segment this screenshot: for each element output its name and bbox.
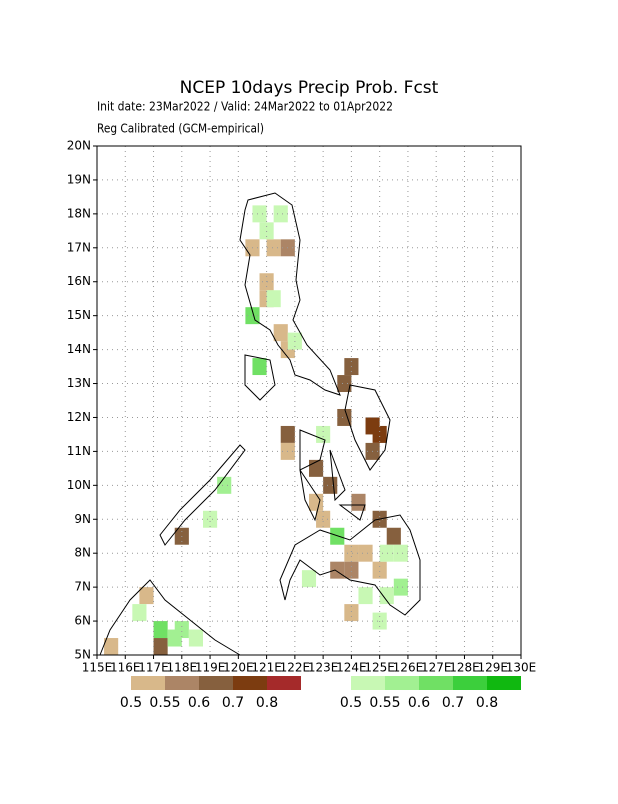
prob-cell: [393, 578, 408, 596]
y-tick-label: 9N: [74, 512, 91, 526]
legend-label: 0.7: [222, 695, 244, 711]
x-tick-label: 123E: [308, 661, 339, 675]
y-tick-label: 13N: [67, 376, 91, 390]
prob-cell: [153, 638, 168, 655]
legend-label: 0.7: [442, 695, 464, 711]
prob-cell: [379, 544, 394, 562]
prob-cell: [330, 561, 345, 579]
prob-cell: [132, 604, 147, 622]
legend-swatch: [165, 676, 199, 690]
prob-cell: [252, 205, 267, 223]
prob-cell: [217, 476, 232, 494]
prob-cell: [337, 408, 352, 426]
x-tick-label: 126E: [393, 661, 424, 675]
prob-cell: [153, 621, 168, 639]
x-tick-label: 115E: [82, 661, 113, 675]
y-tick-label: 5N: [74, 648, 91, 662]
x-tick-label: 119E: [195, 661, 226, 675]
y-tick-label: 11N: [67, 444, 91, 458]
prob-cell: [351, 493, 366, 511]
prob-cell: [358, 587, 373, 605]
prob-cell: [266, 239, 281, 257]
coastlines: [99, 192, 421, 656]
prob-cell: [372, 561, 387, 579]
prob-cell: [344, 561, 359, 579]
prob-cell: [393, 544, 408, 562]
x-tick-label: 124E: [336, 661, 367, 675]
y-tick-label: 17N: [67, 240, 91, 254]
y-tick-label: 16N: [67, 274, 91, 288]
prob-cell: [259, 222, 274, 240]
legend-label: 0.5: [340, 695, 362, 711]
y-tick-label: 19N: [67, 172, 91, 186]
legend-label: 0.55: [149, 695, 180, 711]
x-tick-label: 127E: [421, 661, 452, 675]
prob-cell: [309, 493, 324, 511]
y-tick-label: 6N: [74, 614, 91, 628]
prob-cell: [323, 476, 338, 494]
legend-label: 0.5: [120, 695, 142, 711]
x-tick-label: 118E: [167, 661, 198, 675]
prob-cell: [344, 604, 359, 622]
legend-swatch: [199, 676, 233, 690]
legend-swatch: [419, 676, 453, 690]
title: NCEP 10days Precip Prob. Fcst: [180, 78, 439, 98]
y-tick-label: 10N: [67, 478, 91, 492]
prob-cell: [372, 425, 387, 443]
legend-label: 0.55: [369, 695, 400, 711]
legend-swatch: [267, 676, 301, 690]
prob-cell: [386, 527, 401, 545]
legend-swatch: [351, 676, 385, 690]
prob-cell: [174, 621, 189, 639]
prob-cell: [358, 544, 373, 562]
x-tick-label: 117E: [138, 661, 169, 675]
x-tick-label: 120E: [223, 661, 254, 675]
x-tick-label: 128E: [449, 661, 480, 675]
y-tick-label: 15N: [67, 308, 91, 322]
prob-cell: [266, 290, 281, 308]
x-tick-label: 130E: [506, 661, 537, 675]
x-tick-label: 122E: [280, 661, 311, 675]
prob-cell: [273, 205, 288, 223]
prob-cell: [301, 570, 317, 588]
y-tick-label: 8N: [74, 546, 91, 560]
legend-label: 0.8: [476, 695, 498, 711]
x-tick-label: 116E: [110, 661, 141, 675]
prob-cell: [379, 587, 394, 605]
x-tick-label: 129E: [477, 661, 508, 675]
legend-swatch: [131, 676, 165, 690]
note: Reg Calibrated (GCM-empirical): [97, 122, 264, 136]
legend-swatch: [385, 676, 419, 690]
prob-cell: [316, 510, 331, 528]
y-tick-label: 14N: [67, 342, 91, 356]
legend-label: 0.8: [256, 695, 278, 711]
prob-cell: [188, 629, 203, 647]
legend-swatch: [233, 676, 267, 690]
prob-cell: [280, 425, 295, 443]
legend-swatch: [453, 676, 487, 690]
prob-cell: [316, 425, 331, 443]
y-tick-label: 20N: [67, 139, 91, 153]
subtitle: Init date: 23Mar2022 / Valid: 24Mar2022 …: [97, 100, 393, 114]
prob-cell: [344, 544, 359, 562]
legend-label: 0.6: [188, 695, 210, 711]
x-tick-label: 125E: [364, 661, 395, 675]
prob-cell: [252, 358, 267, 376]
map-frame: [96, 145, 522, 656]
prob-cell: [139, 587, 154, 605]
y-tick-label: 12N: [67, 410, 91, 424]
prob-cell: [273, 324, 288, 342]
x-tick-label: 121E: [251, 661, 282, 675]
prob-cell: [337, 375, 352, 393]
y-tick-label: 7N: [74, 580, 91, 594]
legend-swatch: [487, 676, 521, 690]
y-tick-label: 18N: [67, 206, 91, 220]
prob-cell: [104, 638, 119, 655]
prob-cell: [203, 510, 218, 528]
legend-label: 0.6: [408, 695, 430, 711]
